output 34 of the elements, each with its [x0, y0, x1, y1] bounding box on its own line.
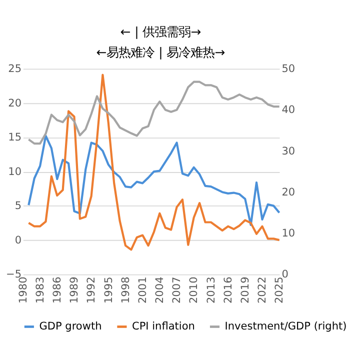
x-tick-label: 2016: [222, 276, 234, 304]
x-tick-label: 2004: [154, 276, 166, 304]
y2-tick-label: 10: [282, 228, 296, 240]
x-tick-label: 1986: [51, 276, 64, 304]
x-tick-label: 1998: [120, 276, 132, 304]
y-tick-label: 10: [8, 166, 22, 178]
legend-label: GDP growth: [39, 320, 102, 333]
line-series: [28, 74, 280, 251]
x-tick-label: 1989: [68, 276, 81, 304]
y2-tick-label: 50: [282, 63, 296, 76]
x-tick-label: 1980: [17, 276, 30, 304]
y-tick-label: 0: [14, 234, 22, 246]
chart-title: ← | 供强需弱→: [120, 24, 202, 40]
legend-label: CPI inflation: [132, 320, 195, 333]
x-tick-label: 2001: [136, 276, 149, 304]
line-series: [28, 134, 280, 226]
x-tick-label: 2010: [188, 276, 200, 304]
x-tick-label: 1983: [34, 276, 46, 304]
y2-tick-label: 30: [282, 145, 296, 158]
x-tick-label: 2019: [239, 276, 252, 304]
x-tick-label: 1992: [86, 276, 98, 304]
x-tick-label: 2013: [205, 276, 218, 304]
x-tick-label: 1995: [102, 276, 115, 304]
y-tick-label: 25: [8, 63, 22, 76]
legend-label: Investment/GDP (right): [224, 320, 347, 333]
x-tick-label: 2022: [256, 276, 269, 304]
y2-tick-label: 20: [282, 186, 296, 198]
chart-subtitle: ←易热难冷 | 易冷难热→: [96, 44, 226, 60]
y-tick-label: 15: [8, 132, 22, 144]
y-tick-label: 5: [14, 200, 22, 212]
x-tick-label: 2007: [171, 276, 184, 304]
line-series: [28, 80, 280, 145]
y-tick-label: 20: [8, 97, 22, 110]
y2-tick-label: 40: [282, 104, 296, 116]
